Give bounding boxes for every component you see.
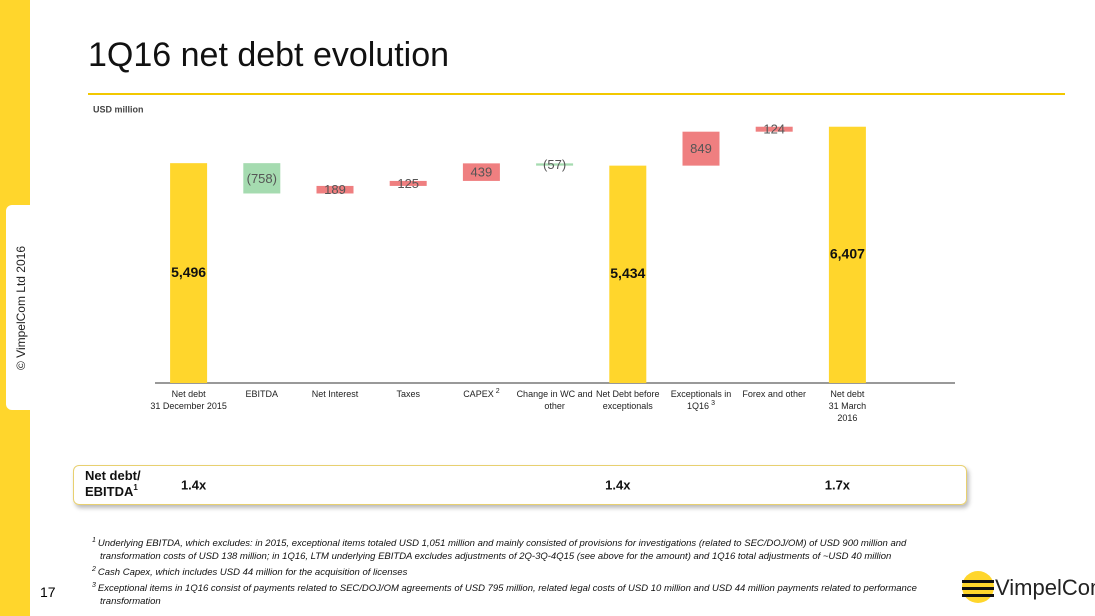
x-tick-label: Change in WC and bbox=[517, 389, 593, 399]
value-label: 849 bbox=[690, 141, 712, 156]
value-label: 6,407 bbox=[830, 246, 865, 262]
category-line: CAPEX bbox=[463, 389, 494, 399]
ratio-label: EBITDA1 bbox=[85, 483, 138, 499]
ratio-label: Net debt/ bbox=[85, 468, 141, 483]
category-line: other bbox=[544, 401, 565, 411]
category-line: Exceptionals in bbox=[671, 389, 732, 399]
bar bbox=[243, 163, 281, 194]
bar bbox=[755, 126, 793, 132]
category-line: 31 March bbox=[829, 401, 867, 411]
value-label: 125 bbox=[397, 176, 419, 191]
category-line: Net debt bbox=[830, 389, 865, 399]
category-line: 2016 bbox=[837, 413, 857, 423]
category-line: 31 December 2015 bbox=[150, 401, 227, 411]
x-tick-label: Exceptionals in bbox=[671, 389, 732, 399]
page-number: 17 bbox=[40, 584, 56, 600]
logo-text: VimpelCom bbox=[995, 575, 1095, 600]
ratio-label-line: Net debt/ bbox=[85, 468, 141, 483]
unit-label: USD million bbox=[93, 104, 144, 114]
x-tick-label: Net debt bbox=[830, 389, 865, 399]
category-line: Net Interest bbox=[312, 389, 359, 399]
footnote-text: Underlying EBITDA, which excludes: in 20… bbox=[97, 538, 907, 563]
x-tick-label: CAPEX 2 bbox=[463, 388, 500, 400]
x-tick-label: Taxes bbox=[396, 389, 420, 399]
x-tick-label: 2016 bbox=[837, 413, 857, 423]
footnote: 3 Exceptional items in 1Q16 consist of pa… bbox=[92, 579, 942, 608]
value-label: 5,496 bbox=[171, 264, 206, 280]
ratio-box bbox=[73, 465, 967, 505]
bar bbox=[682, 131, 720, 166]
footnote-text: Exceptional items in 1Q16 consist of pay… bbox=[97, 583, 917, 608]
ratio-label-line: EBITDA bbox=[85, 484, 134, 499]
ratio-value: 1.7x bbox=[825, 477, 851, 492]
x-tick-label: 31 March bbox=[829, 401, 867, 411]
bar bbox=[170, 163, 208, 383]
x-tick-label: Net Interest bbox=[312, 389, 359, 399]
title-rule bbox=[88, 93, 1065, 95]
bar bbox=[462, 163, 500, 181]
category-line: exceptionals bbox=[603, 401, 654, 411]
ratio-note: 1 bbox=[133, 483, 138, 492]
footnotes: 1 Underlying EBITDA, which excludes: in 2… bbox=[92, 534, 942, 608]
category-note: 2 bbox=[496, 388, 500, 395]
x-tick-label: EBITDA bbox=[246, 389, 279, 399]
category-line: EBITDA bbox=[246, 389, 279, 399]
value-label: 439 bbox=[471, 165, 493, 180]
value-label: 189 bbox=[324, 182, 346, 197]
x-tick-label: 31 December 2015 bbox=[150, 401, 227, 411]
x-tick-label: 1Q16 3 bbox=[687, 400, 715, 412]
ratio-value: 1.4x bbox=[181, 477, 207, 492]
bar bbox=[389, 180, 427, 186]
category-line: 1Q16 bbox=[687, 401, 709, 411]
category-line: Net Debt before bbox=[596, 389, 660, 399]
bar bbox=[609, 165, 647, 383]
logo-mark bbox=[962, 571, 994, 603]
category-line: Forex and other bbox=[742, 389, 806, 399]
footnote-text: Cash Capex, which includes USD 44 millio… bbox=[97, 567, 408, 579]
x-tick-label: Forex and other bbox=[742, 389, 806, 399]
value-label: (758) bbox=[247, 171, 277, 186]
ratio-value: 1.4x bbox=[605, 477, 631, 492]
x-tick-label: other bbox=[544, 401, 565, 411]
bar bbox=[536, 163, 574, 166]
category-line: Taxes bbox=[396, 389, 420, 399]
category-note: 3 bbox=[711, 400, 715, 407]
bar bbox=[316, 185, 354, 194]
category-line: Change in WC and bbox=[517, 389, 593, 399]
footnote-number: 3 bbox=[92, 582, 96, 590]
footnote-number: 1 bbox=[92, 537, 96, 544]
value-label: 124 bbox=[763, 122, 785, 137]
category-line: Net debt bbox=[172, 389, 207, 399]
x-tick-label: Net Debt before bbox=[596, 389, 660, 399]
value-label: 5,434 bbox=[610, 265, 645, 281]
footnote: 2 Cash Capex, which includes USD 44 milli… bbox=[92, 563, 942, 579]
footnote-number: 2 bbox=[92, 566, 96, 574]
footnote: 1 Underlying EBITDA, which excludes: in 2… bbox=[92, 534, 942, 563]
x-tick-label: exceptionals bbox=[603, 401, 654, 411]
slide-title: 1Q16 net debt evolution bbox=[88, 36, 450, 74]
x-tick-label: Net debt bbox=[172, 389, 207, 399]
bar bbox=[828, 126, 866, 383]
side-tab bbox=[6, 205, 36, 410]
value-label: (57) bbox=[543, 157, 566, 172]
